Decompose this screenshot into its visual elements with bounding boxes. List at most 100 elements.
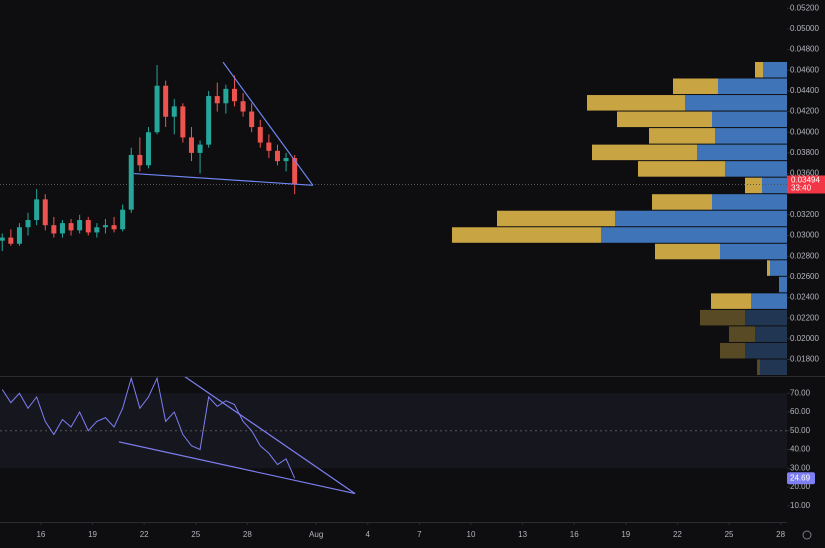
candle-body <box>51 225 57 234</box>
candle-body <box>206 96 212 145</box>
profile-sell <box>715 128 787 144</box>
x-tick-label: 16 <box>570 530 579 539</box>
profile-sell <box>779 276 787 293</box>
trendline <box>184 377 356 495</box>
y-tick-label: 20.00 <box>790 482 811 491</box>
candle-body <box>145 132 151 166</box>
rsi-band <box>0 393 787 469</box>
profile-buy <box>655 243 720 260</box>
y-tick-label: 0.04000 <box>790 127 819 136</box>
y-tick-label: 60.00 <box>790 407 811 416</box>
trendline <box>222 61 314 186</box>
profile-sell <box>763 61 787 78</box>
y-tick-label: 10.00 <box>790 501 811 510</box>
candle-body <box>188 137 194 153</box>
rsi-value-box <box>787 472 815 485</box>
profile-sell <box>615 210 787 227</box>
y-tick-label: 40.00 <box>790 445 811 454</box>
candle-body <box>77 220 83 231</box>
candle-body <box>85 220 91 233</box>
profile-buy <box>755 61 763 78</box>
candle-body <box>137 154 143 166</box>
x-tick-label: 19 <box>88 530 97 539</box>
candle-body <box>102 225 108 228</box>
candle-body <box>283 158 289 162</box>
profile-buy <box>573 376 669 392</box>
x-tick-label: Aug <box>309 530 323 539</box>
candle-body <box>171 106 177 117</box>
candle-body <box>197 144 203 153</box>
candle-body <box>0 237 5 241</box>
x-tick-label: 19 <box>621 530 630 539</box>
profile-buy <box>711 293 751 309</box>
y-tick-label: 30.00 <box>790 463 811 472</box>
profile-buy <box>452 227 601 243</box>
profile-sell <box>762 177 787 194</box>
candle-body <box>111 225 117 230</box>
x-tick-label: 28 <box>243 530 252 539</box>
profile-sell <box>697 144 787 161</box>
x-tick-label: 22 <box>673 530 682 539</box>
last-price-label: 0.03494 <box>791 176 820 185</box>
last-price-box <box>787 175 825 194</box>
y-tick-label: 0.04600 <box>790 65 819 74</box>
y-tick-label: 0.03000 <box>790 231 819 240</box>
candle-body <box>266 142 272 151</box>
candle-body <box>42 199 48 226</box>
profile-buy <box>652 194 712 210</box>
profile-sell <box>725 161 787 177</box>
y-tick-label: 50.00 <box>790 426 811 435</box>
x-tick-label: 16 <box>36 530 45 539</box>
trendline <box>133 172 313 186</box>
profile-sell <box>770 260 787 276</box>
profile-sell <box>712 194 787 210</box>
countdown: 33:40 <box>791 184 812 193</box>
candle-body <box>274 150 280 162</box>
profile-buy <box>757 359 760 375</box>
profile-buy <box>587 95 685 111</box>
x-tick-label: 25 <box>725 530 734 539</box>
x-tick-label: 10 <box>467 530 476 539</box>
candle-body <box>214 96 220 104</box>
candle-body <box>231 88 237 102</box>
y-tick-label: 0.02200 <box>790 313 819 322</box>
y-tick-label: 0.04400 <box>790 86 819 95</box>
rsi-value-label: 24.69 <box>790 473 811 482</box>
candle-body <box>240 101 246 112</box>
x-tick-label: 13 <box>518 530 527 539</box>
profile-sell <box>755 326 787 342</box>
candle-body <box>59 223 65 234</box>
profile-buy <box>638 161 725 177</box>
settings-icon[interactable] <box>802 530 812 540</box>
y-tick-label: 0.05200 <box>790 3 819 12</box>
trendline <box>118 441 356 495</box>
profile-sell <box>745 309 787 326</box>
y-tick-label: 0.02400 <box>790 293 819 302</box>
profile-sell <box>601 227 787 243</box>
profile-sell <box>669 376 787 392</box>
candle-body <box>25 220 31 228</box>
profile-buy <box>767 260 770 276</box>
profile-sell <box>712 111 787 128</box>
candle-body <box>154 85 160 133</box>
profile-buy <box>673 78 718 95</box>
rsi-plot <box>0 377 787 495</box>
profile-sell <box>720 243 787 260</box>
price-plot <box>0 61 787 392</box>
candle-body <box>163 85 169 117</box>
rsi-line <box>1 377 296 479</box>
candle-body <box>223 88 229 104</box>
y-tick-label: 0.03800 <box>790 148 819 157</box>
candle-body <box>257 127 263 143</box>
y-tick-label: 70.00 <box>790 388 811 397</box>
x-tick-label: 22 <box>140 530 149 539</box>
candle-body <box>292 158 298 185</box>
y-tick-label: 0.02000 <box>790 334 819 343</box>
y-tick-label: 0.03200 <box>790 210 819 219</box>
profile-buy <box>497 210 615 227</box>
y-tick-label: 0.02600 <box>790 272 819 281</box>
candle-body <box>180 106 186 138</box>
profile-sell <box>685 95 787 111</box>
profile-buy <box>729 326 755 342</box>
